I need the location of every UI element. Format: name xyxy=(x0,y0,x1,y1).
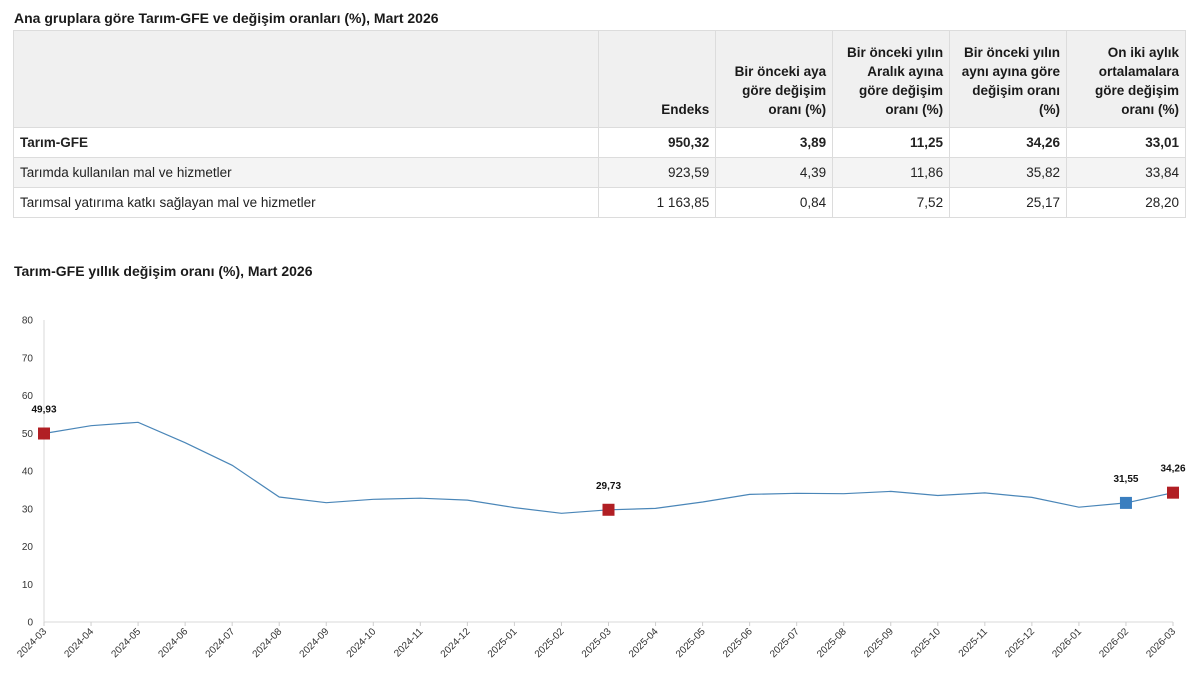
y-tick-label: 50 xyxy=(22,429,34,440)
y-axis: 0 10 20 30 40 50 60 70 80 xyxy=(22,316,45,629)
cell-annual: 34,26 xyxy=(949,127,1067,158)
table-header-row: Endeks Bir önceki aya göre değişim oranı… xyxy=(12,30,1186,128)
x-tick-label: 2025-01 xyxy=(486,626,520,660)
y-tick-label: 10 xyxy=(22,580,34,591)
x-tick-label: 2024-10 xyxy=(345,626,379,660)
row-label: Tarım-GFE xyxy=(12,127,600,158)
y-tick-label: 70 xyxy=(22,353,34,364)
cell-ytd: 11,86 xyxy=(832,157,951,188)
row-label: Tarımda kullanılan mal ve hizmetler xyxy=(12,157,600,188)
data-label: 29,73 xyxy=(596,481,621,492)
data-label: 34,26 xyxy=(1160,464,1185,475)
cell-monthly: 0,84 xyxy=(715,187,834,218)
data-marker xyxy=(602,503,615,516)
data-label: 49,93 xyxy=(31,405,56,416)
x-tick-label: 2025-05 xyxy=(674,626,708,660)
x-tick-label: 2024-07 xyxy=(204,626,238,660)
data-marker xyxy=(1119,496,1132,509)
x-tick-label: 2024-09 xyxy=(298,626,332,660)
cell-annual: 35,82 xyxy=(949,157,1067,188)
x-tick-label: 2026-03 xyxy=(1144,626,1178,660)
x-tick-label: 2025-02 xyxy=(533,626,567,660)
x-tick-label: 2025-07 xyxy=(768,626,802,660)
x-tick-label: 2026-02 xyxy=(1097,626,1131,660)
markers-group: 49,93 29,73 31,55 34,26 xyxy=(31,405,1186,516)
cell-index: 923,59 xyxy=(598,157,717,188)
chart-title: Tarım-GFE yıllık değişim oranı (%), Mart… xyxy=(14,263,313,279)
x-tick-label: 2026-01 xyxy=(1050,626,1084,660)
cell-12m-avg: 33,01 xyxy=(1066,127,1186,158)
cell-ytd: 7,52 xyxy=(832,187,951,218)
cell-12m-avg: 28,20 xyxy=(1066,187,1186,218)
cell-12m-avg: 33,84 xyxy=(1066,157,1186,188)
table-row: Tarımsal yatırıma katkı sağlayan mal ve … xyxy=(12,187,1186,218)
series-group xyxy=(43,421,1174,514)
cell-annual: 25,17 xyxy=(949,187,1067,218)
y-tick-label: 60 xyxy=(22,391,34,402)
x-tick-label: 2025-08 xyxy=(815,626,849,660)
x-tick-label: 2024-03 xyxy=(15,626,49,660)
index-table: Endeks Bir önceki aya göre değişim oranı… xyxy=(12,30,1186,218)
cell-monthly: 3,89 xyxy=(715,127,834,158)
x-tick-label: 2025-10 xyxy=(909,626,943,660)
row-label: Tarımsal yatırıma katkı sağlayan mal ve … xyxy=(12,187,600,218)
y-tick-label: 80 xyxy=(22,316,34,327)
x-tick-label: 2024-08 xyxy=(251,626,285,660)
data-marker xyxy=(1167,486,1179,499)
y-tick-label: 40 xyxy=(22,467,34,478)
x-tick-label: 2024-05 xyxy=(109,626,143,660)
header-index: Endeks xyxy=(598,30,717,128)
x-tick-label: 2025-04 xyxy=(627,626,661,660)
header-12m-avg-change: On iki aylık ortalamalara göre değişim o… xyxy=(1066,30,1186,128)
y-tick-label: 30 xyxy=(22,504,34,515)
x-tick-label: 2025-12 xyxy=(1003,626,1037,660)
cell-ytd: 11,25 xyxy=(832,127,951,158)
header-ytd-change: Bir önceki yılın Aralık ayına göre değiş… xyxy=(832,30,951,128)
x-tick-label: 2024-11 xyxy=(392,626,426,660)
x-tick-label: 2025-11 xyxy=(957,626,991,660)
y-tick-label: 20 xyxy=(22,542,34,553)
x-tick-label: 2024-04 xyxy=(62,626,96,660)
cell-index: 950,32 xyxy=(598,127,717,158)
x-tick-label: 2024-06 xyxy=(157,626,191,660)
header-group xyxy=(12,30,600,128)
header-annual-change: Bir önceki yılın aynı ayına göre değişim… xyxy=(949,30,1067,128)
data-label: 31,55 xyxy=(1113,474,1138,485)
x-tick-label: 2025-03 xyxy=(580,626,614,660)
cell-index: 1 163,85 xyxy=(598,187,717,218)
table-row: Tarım-GFE 950,32 3,89 11,25 34,26 33,01 xyxy=(12,127,1186,158)
x-axis: 2024-03 2024-04 2024-05 2024-06 2024-07 2024-… xyxy=(15,621,1178,660)
table-row: Tarımda kullanılan mal ve hizmetler 923,… xyxy=(12,157,1186,188)
cell-monthly: 4,39 xyxy=(715,157,834,188)
series-line xyxy=(43,421,1174,514)
x-tick-label: 2025-09 xyxy=(862,626,896,660)
table-title: Ana gruplara göre Tarım-GFE ve değişim o… xyxy=(14,10,439,26)
data-marker xyxy=(38,427,50,440)
x-tick-label: 2024-12 xyxy=(439,626,473,660)
y-tick-label: 0 xyxy=(27,618,33,629)
header-monthly-change: Bir önceki aya göre değişim oranı (%) xyxy=(715,30,834,128)
x-tick-label: 2025-06 xyxy=(721,626,755,660)
